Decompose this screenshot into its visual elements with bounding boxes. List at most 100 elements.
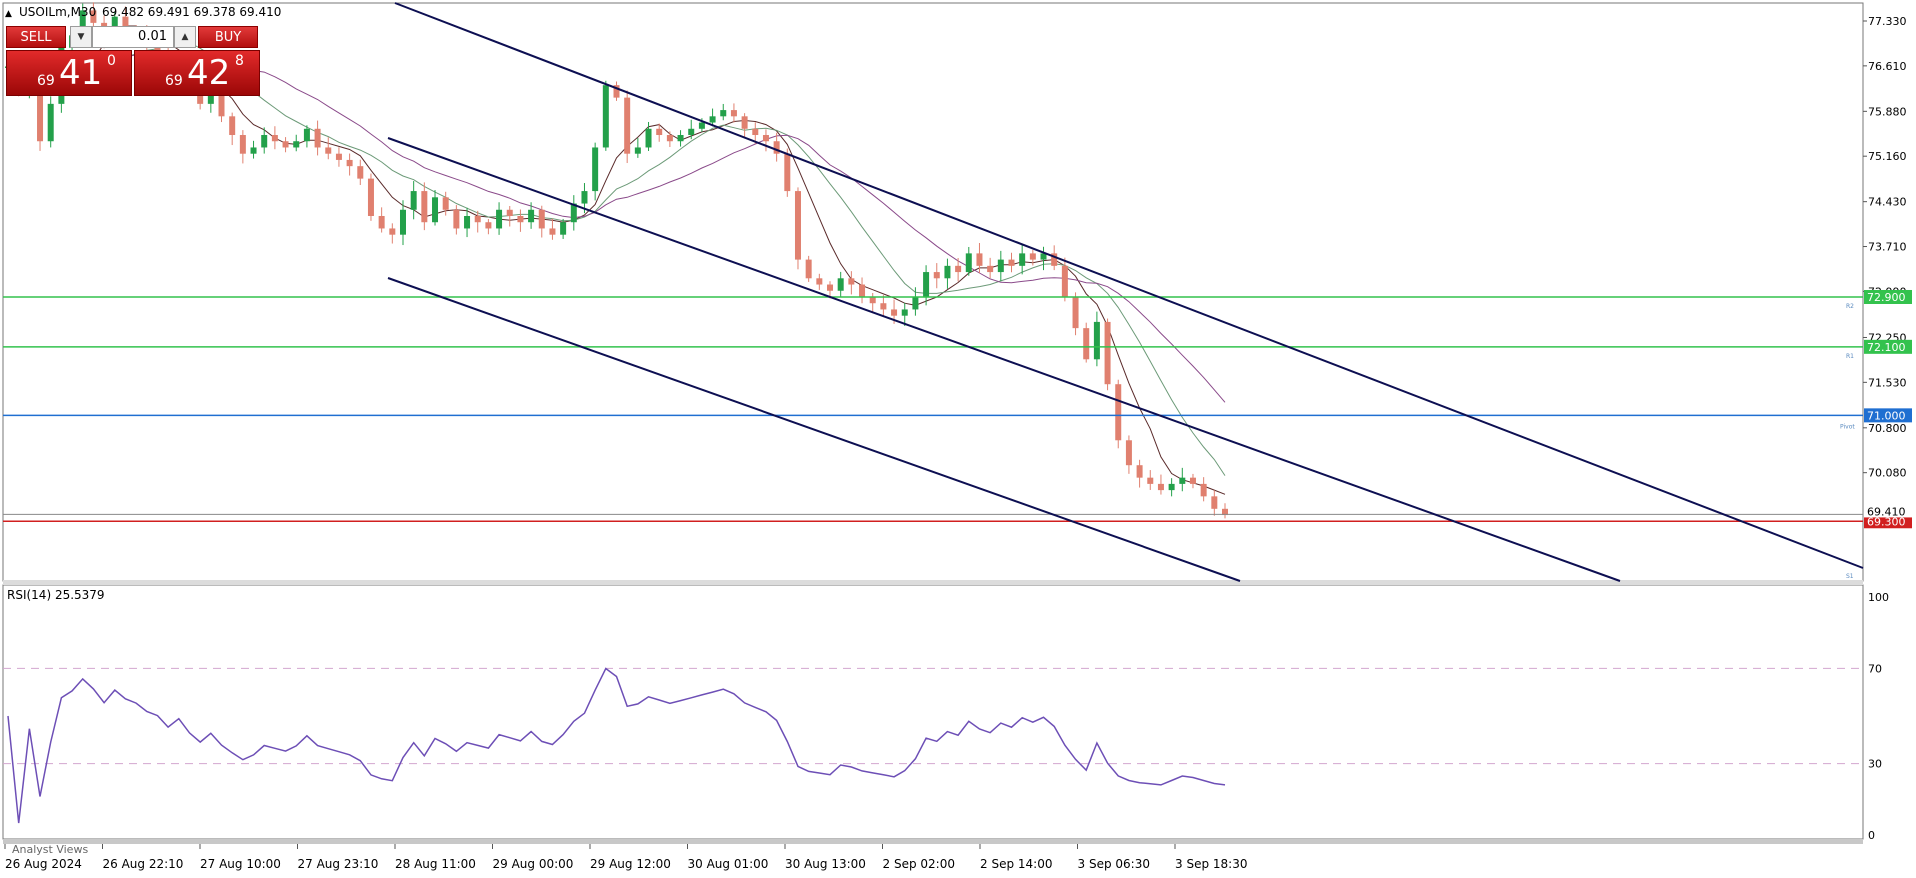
- candle-body[interactable]: [207, 91, 214, 104]
- candle-body[interactable]: [816, 278, 823, 285]
- channel-line[interactable]: [394, 2, 1864, 569]
- candle-body[interactable]: [848, 278, 855, 285]
- candle-body[interactable]: [239, 135, 246, 154]
- candle-body[interactable]: [496, 209, 503, 229]
- candle-body[interactable]: [933, 272, 940, 279]
- candle-body[interactable]: [1104, 321, 1111, 385]
- candle-body[interactable]: [453, 209, 460, 229]
- candle-body[interactable]: [955, 265, 962, 273]
- candle-body[interactable]: [1093, 321, 1100, 360]
- candle-body[interactable]: [773, 141, 780, 154]
- candle-body[interactable]: [880, 303, 887, 310]
- candle-body[interactable]: [357, 166, 364, 179]
- candle-body[interactable]: [1040, 253, 1047, 260]
- candle-body[interactable]: [37, 72, 44, 142]
- candle-body[interactable]: [1061, 265, 1068, 297]
- candle-body[interactable]: [1019, 253, 1026, 266]
- candle-body[interactable]: [517, 215, 524, 223]
- candle-body[interactable]: [549, 228, 556, 235]
- buy-button[interactable]: BUY: [198, 26, 258, 48]
- candle-body[interactable]: [698, 122, 705, 129]
- candle-body[interactable]: [784, 153, 791, 192]
- candle-body[interactable]: [432, 197, 439, 223]
- candle-body[interactable]: [634, 147, 641, 154]
- candle-body[interactable]: [912, 296, 919, 310]
- candle-body[interactable]: [1189, 477, 1196, 484]
- candle-body[interactable]: [794, 191, 801, 260]
- candle-body[interactable]: [314, 128, 321, 148]
- candle-body[interactable]: [1179, 477, 1186, 484]
- candle-body[interactable]: [421, 191, 428, 223]
- candle-body[interactable]: [837, 278, 844, 291]
- candle-body[interactable]: [474, 215, 481, 223]
- candle-body[interactable]: [752, 128, 759, 136]
- candle-body[interactable]: [624, 97, 631, 154]
- candle-body[interactable]: [47, 103, 54, 142]
- candle-body[interactable]: [293, 141, 300, 148]
- candle-body[interactable]: [303, 128, 310, 142]
- candle-body[interactable]: [965, 253, 972, 273]
- candle-body[interactable]: [666, 135, 673, 142]
- candle-body[interactable]: [399, 209, 406, 235]
- candle-body[interactable]: [859, 284, 866, 297]
- candle-body[interactable]: [410, 191, 417, 210]
- candle-body[interactable]: [528, 209, 535, 223]
- candle-body[interactable]: [122, 16, 129, 30]
- candle-body[interactable]: [325, 147, 332, 154]
- candle-body[interactable]: [592, 147, 599, 192]
- candle-body[interactable]: [485, 222, 492, 229]
- candle-body[interactable]: [1083, 328, 1090, 360]
- candle-body[interactable]: [506, 209, 513, 216]
- triangle-icon[interactable]: ▲: [5, 9, 12, 19]
- candle-body[interactable]: [602, 85, 609, 148]
- channel-line[interactable]: [387, 277, 1241, 582]
- candle-body[interactable]: [570, 203, 577, 223]
- candle-body[interactable]: [218, 91, 225, 117]
- candle-body[interactable]: [229, 116, 236, 136]
- candle-body[interactable]: [613, 85, 620, 98]
- candle-body[interactable]: [1008, 259, 1015, 266]
- candle-body[interactable]: [250, 147, 257, 154]
- candle-body[interactable]: [901, 309, 908, 316]
- candle-body[interactable]: [90, 10, 97, 23]
- candle-body[interactable]: [688, 128, 695, 136]
- candle-body[interactable]: [709, 116, 716, 123]
- candle-body[interactable]: [442, 197, 449, 210]
- sell-button[interactable]: SELL: [6, 26, 66, 48]
- candle-body[interactable]: [1168, 483, 1175, 491]
- lot-decrease-button[interactable]: ▼: [70, 26, 92, 48]
- candle-body[interactable]: [805, 259, 812, 279]
- candle-body[interactable]: [677, 135, 684, 142]
- candle-body[interactable]: [720, 110, 727, 117]
- candle-body[interactable]: [1147, 477, 1154, 484]
- candle-body[interactable]: [335, 153, 342, 160]
- candle-body[interactable]: [827, 284, 834, 291]
- candle-body[interactable]: [367, 178, 374, 216]
- candle-body[interactable]: [730, 110, 737, 117]
- candle-body[interactable]: [79, 10, 86, 36]
- candle-body[interactable]: [741, 116, 748, 129]
- candle-body[interactable]: [645, 128, 652, 148]
- candle-body[interactable]: [389, 228, 396, 235]
- channel-line[interactable]: [387, 137, 1621, 582]
- candle-body[interactable]: [1072, 296, 1079, 329]
- candle-body[interactable]: [538, 209, 545, 229]
- candle-body[interactable]: [1125, 440, 1132, 466]
- candle-body[interactable]: [1029, 253, 1036, 260]
- candle-body[interactable]: [976, 253, 983, 266]
- candle-body[interactable]: [944, 265, 951, 279]
- candle-body[interactable]: [1200, 483, 1207, 497]
- candle-body[interactable]: [762, 135, 769, 142]
- ask-price-box[interactable]: 69 42 8: [134, 50, 260, 96]
- candle-body[interactable]: [581, 191, 588, 204]
- candle-body[interactable]: [1157, 483, 1164, 491]
- candle-body[interactable]: [378, 215, 385, 229]
- candle-body[interactable]: [656, 128, 663, 136]
- candle-body[interactable]: [923, 272, 930, 297]
- lot-size-input[interactable]: 0.01: [92, 26, 174, 48]
- candle-body[interactable]: [464, 215, 471, 229]
- candle-body[interactable]: [1211, 496, 1218, 509]
- candle-body[interactable]: [1136, 465, 1143, 478]
- candle-body[interactable]: [282, 141, 289, 148]
- candle-body[interactable]: [346, 159, 353, 167]
